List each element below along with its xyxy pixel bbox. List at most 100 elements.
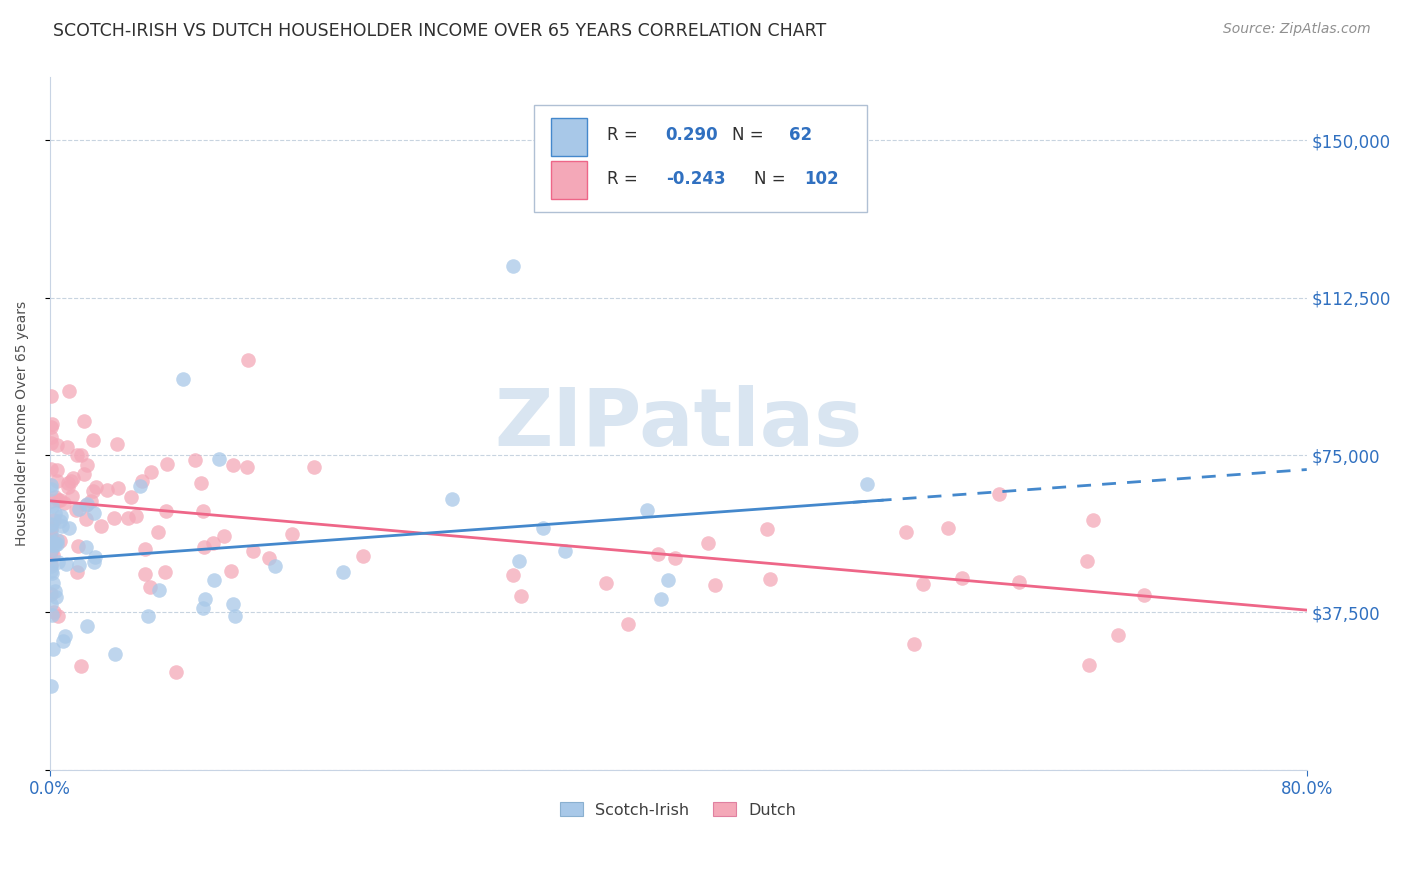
Point [510,589,533,603]
Point [83,506,105,520]
Point [41,559,63,574]
Point [41,420,63,434]
Point [134,567,156,582]
Point [697,536,720,550]
Text: 0.290: 0.290 [665,126,718,144]
Point [75,511,97,525]
Point [60,489,83,503]
Point [46,463,69,477]
Point [1081,512,1104,526]
Point [41,564,63,578]
Point [146,524,169,539]
Point [103,511,125,525]
Point [70,658,93,673]
Point [66,448,89,462]
Point [242,544,264,558]
Point [191,600,214,615]
Point [1133,588,1156,602]
Point [105,437,128,451]
Point [134,541,156,556]
Point [41,597,63,611]
Point [755,522,778,536]
Point [80,494,103,508]
Point [153,565,176,579]
Point [46,437,69,451]
Point [56,440,79,454]
Point [44,536,66,550]
Point [332,566,354,580]
Point [41,435,63,450]
Point [987,487,1010,501]
Point [49,514,72,528]
Point [1008,574,1031,589]
Text: R =: R = [606,169,637,187]
Point [172,372,194,386]
Point [41,417,63,431]
Text: -0.243: -0.243 [665,169,725,187]
Point [41,494,63,508]
Point [155,504,177,518]
Point [657,573,679,587]
Point [41,566,63,580]
Point [41,528,63,542]
Point [41,521,63,535]
Point [104,647,127,661]
Point [222,458,245,473]
Point [193,504,215,518]
Point [193,592,215,607]
Text: R =: R = [606,126,637,144]
Point [82,484,104,499]
Point [224,609,246,624]
Point [42,575,65,590]
Point [67,558,90,572]
Point [84,550,107,565]
Point [304,459,326,474]
Point [44,490,66,504]
Point [75,540,97,554]
Point [73,467,96,481]
Point [55,557,77,571]
Point [62,471,84,485]
Point [856,477,879,491]
Point [212,528,235,542]
Point [202,573,225,587]
Point [52,496,75,510]
Point [263,558,285,573]
Point [148,583,170,598]
FancyBboxPatch shape [551,161,586,199]
Point [531,521,554,535]
Point [595,576,617,591]
Point [903,637,925,651]
Point [42,513,65,527]
Point [90,518,112,533]
Point [184,453,207,467]
Point [202,535,225,549]
Point [508,554,530,568]
Point [441,491,464,506]
Point [82,433,104,447]
Point [193,540,215,554]
Point [124,508,146,523]
Legend: Scotch-Irish, Dutch: Scotch-Irish, Dutch [554,796,803,824]
Point [41,543,63,558]
Point [46,555,69,569]
Point [83,555,105,569]
Point [138,580,160,594]
Point [236,353,259,368]
Point [96,483,118,497]
Point [353,549,375,564]
Point [41,430,63,444]
Y-axis label: Householder Income Over 65 years: Householder Income Over 65 years [15,301,30,546]
Point [67,502,90,516]
Point [41,532,63,546]
Point [41,389,63,403]
Text: N =: N = [754,169,786,187]
Point [41,587,63,601]
Point [236,460,259,475]
Point [41,607,63,622]
Point [70,449,93,463]
Point [129,478,152,492]
Point [41,535,63,549]
Point [46,609,69,624]
Point [617,616,640,631]
